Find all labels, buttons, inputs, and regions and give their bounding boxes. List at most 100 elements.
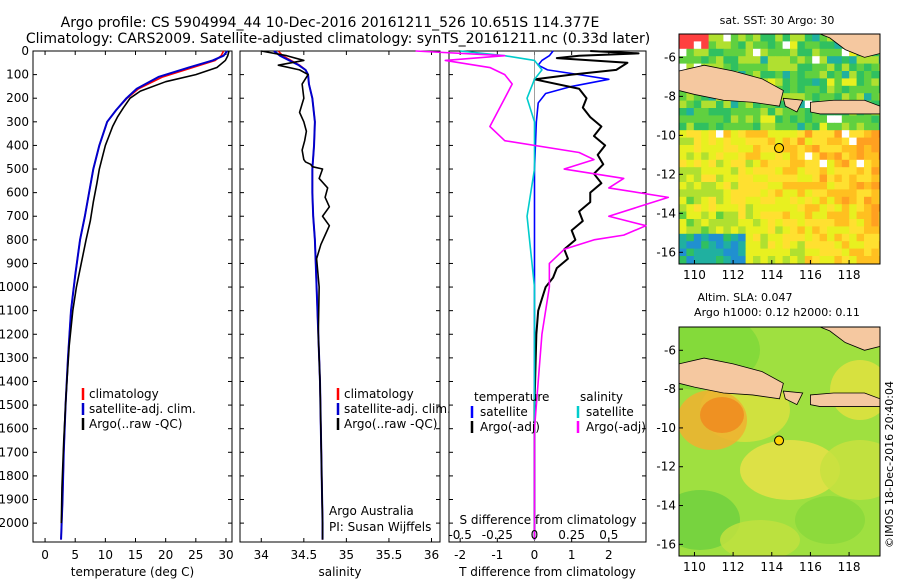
map_sla-lat-label: -12 (656, 460, 676, 474)
sst-cell (679, 233, 687, 242)
sst-cell (738, 48, 747, 57)
map_sst-lon-label: 118 (838, 268, 861, 282)
sst-cell (708, 174, 717, 183)
map_sla-lon-label: 112 (722, 560, 745, 574)
sst-cell (819, 159, 828, 168)
map_sst-lat-label: -14 (656, 206, 676, 220)
sst-cell (686, 233, 695, 242)
land-3 (819, 34, 880, 58)
temperature-legend-label: Argo(..raw -QC) (89, 417, 182, 431)
sst-cell (679, 34, 687, 42)
salinity-xtick-label: 36 (424, 548, 439, 562)
sst-cell (864, 241, 872, 250)
sst-cell (797, 115, 806, 124)
sst-cell (775, 182, 784, 190)
sst-cell (686, 241, 695, 250)
sst-cell (782, 71, 791, 79)
sst-cell (864, 189, 872, 198)
sst-cell (767, 159, 776, 168)
sst-cell (834, 204, 843, 213)
sst-cell (871, 130, 880, 139)
sst-cell (753, 130, 761, 139)
sst-cell (841, 167, 850, 176)
sst-cell (782, 189, 791, 198)
sst-cell (827, 248, 835, 257)
sst-cell (679, 211, 687, 220)
sst-cell (827, 85, 835, 94)
sst-cell (819, 219, 828, 227)
sst-cell (679, 204, 687, 213)
depth-tick-label: 600 (6, 186, 29, 200)
sst-cell (767, 233, 776, 242)
sst-cell (834, 189, 843, 198)
sst-cell (708, 263, 717, 264)
sst-cell (827, 130, 835, 139)
sst-cell (812, 167, 821, 176)
sst-cell (856, 56, 865, 65)
sst-cell (716, 152, 724, 161)
differences-series-temperature-argo-adj- (533, 50, 640, 540)
depth-tick-label: 1600 (0, 422, 29, 436)
sst-cell (849, 189, 858, 198)
sst-cell (827, 196, 835, 205)
diff-legend-label: satellite (480, 405, 528, 419)
sst-cell (797, 248, 806, 257)
sst-cell (745, 71, 754, 79)
sst-cell (775, 204, 784, 213)
sst-cell (701, 115, 710, 124)
sst-cell (849, 56, 858, 65)
sst-cell (834, 174, 843, 183)
sst-cell (841, 130, 850, 139)
sst-cell (804, 48, 813, 57)
sla-anomaly-blob (795, 496, 865, 544)
sst-cell (790, 145, 798, 153)
sla-anomaly-blob (720, 520, 800, 556)
sst-cell (701, 196, 710, 205)
sst-cell (834, 145, 843, 153)
sst-cell (723, 56, 732, 65)
sst-cell (753, 182, 761, 190)
land-3 (819, 327, 880, 351)
sst-cell (738, 248, 747, 257)
sst-cell (738, 241, 747, 250)
sst-cell (827, 145, 835, 153)
differences-axes-frame (448, 50, 647, 543)
sst-cell (819, 256, 828, 264)
sst-cell (871, 182, 880, 190)
depth-tick-label: 1500 (0, 398, 29, 412)
sst-cell (686, 211, 695, 220)
sst-cell (804, 108, 813, 116)
sst-cell (708, 196, 717, 205)
map_sst-lon-label: 116 (799, 268, 822, 282)
sst-cell (804, 167, 813, 176)
sst-cell (841, 189, 850, 198)
sst-cell (782, 226, 791, 235)
map_sla-lat-label: -6 (664, 343, 676, 357)
sst-cell (745, 211, 754, 220)
sst-cell (790, 204, 798, 213)
land-1 (782, 390, 804, 406)
sst-cell (738, 204, 747, 213)
sst-cell (827, 167, 835, 176)
differences-xtick-label: -1 (491, 548, 503, 562)
sst-cell (753, 174, 761, 183)
argo-float-marker (774, 435, 785, 446)
sst-cell (723, 204, 732, 213)
sst-cell (708, 226, 717, 235)
sst-cell (753, 48, 761, 57)
sst-cell (812, 93, 821, 102)
sst-cell (812, 48, 821, 57)
map_sla-field (679, 327, 880, 556)
sst-cell (804, 159, 813, 168)
diff-legend-label: Argo(-adj) (480, 420, 540, 434)
sst-cell (767, 189, 776, 198)
sst-cell (864, 174, 872, 183)
sst-cell (864, 248, 872, 257)
sst-cell (834, 122, 843, 131)
sst-cell (878, 152, 880, 161)
sst-cell (827, 174, 835, 183)
plots-layer: 0 5 10 15 20 25 300100200300400500600700800900… (0, 14, 881, 579)
sst-cell (864, 219, 872, 227)
sst-cell (701, 204, 710, 213)
sst-cell (716, 63, 724, 72)
